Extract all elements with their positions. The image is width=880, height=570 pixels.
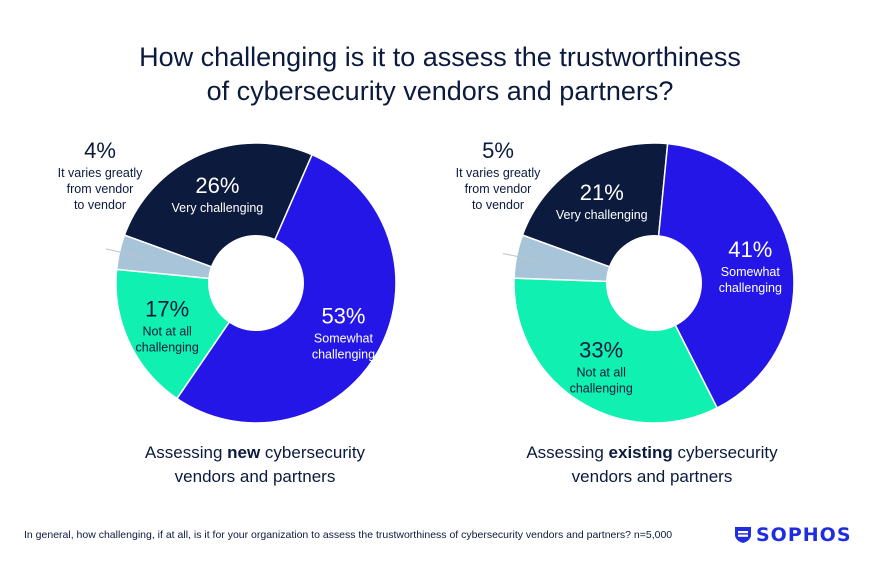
caption-existing-suffix: cybersecurity — [672, 443, 778, 462]
data-label-value-1-3: 5% — [482, 138, 514, 163]
chart-title: How challenging is it to assess the trus… — [0, 40, 880, 108]
sophos-shield-icon — [735, 527, 751, 543]
chart-caption-existing: Assessing existing cybersecurity vendors… — [472, 441, 832, 489]
logo-text: SOPHOS — [756, 524, 852, 546]
data-label-text-0-1-1: challenging — [312, 347, 375, 361]
data-label-text-0-3-1: from vendor — [67, 182, 134, 196]
data-label-value-0-3: 4% — [84, 138, 116, 163]
data-label-text-1-3-0: It varies greatly — [456, 166, 542, 180]
data-label-value-0-2: 17% — [145, 296, 189, 321]
data-label-value-1-2: 33% — [579, 338, 623, 363]
data-label-text-1-3-2: to vendor — [472, 198, 524, 212]
footer-note: In general, how challenging, if at all, … — [24, 529, 673, 541]
data-label-text-1-1-1: challenging — [719, 281, 782, 295]
caption-new-line2: vendors and partners — [174, 467, 336, 486]
data-label-text-1-2-1: challenging — [570, 382, 633, 396]
caption-new-suffix: cybersecurity — [260, 443, 366, 462]
caption-existing-bold: existing — [608, 443, 673, 462]
caption-existing-prefix: Assessing — [526, 443, 609, 462]
caption-existing-line2: vendors and partners — [571, 467, 733, 486]
data-label-value-0-1: 53% — [321, 303, 365, 328]
leader-line-0-3 — [105, 248, 149, 260]
sophos-logo: SOPHOS — [734, 524, 852, 546]
data-label-text-0-2-1: challenging — [136, 340, 199, 354]
donut-slice-1-1 — [653, 142, 795, 409]
data-label-text-1-2-0: Not at all — [577, 366, 626, 380]
data-label-text-0-0-0: Very challenging — [172, 201, 264, 215]
donut-hole-0 — [208, 235, 304, 331]
data-label-text-0-1-0: Somewhat — [314, 331, 374, 345]
data-label-text-1-1-0: Somewhat — [721, 265, 781, 279]
leader-line-1-3 — [502, 253, 547, 263]
data-label-value-0-0: 26% — [195, 173, 239, 198]
chart-title-line1: How challenging is it to assess the trus… — [139, 42, 741, 72]
chart-caption-new: Assessing new cybersecurity vendors and … — [75, 441, 435, 489]
data-label-text-1-0-0: Very challenging — [556, 208, 648, 222]
data-label-text-1-3-1: from vendor — [465, 182, 532, 196]
data-label-text-0-3-0: It varies greatly — [58, 166, 144, 180]
data-label-value-1-0: 21% — [580, 180, 624, 205]
data-label-value-1-1: 41% — [728, 237, 772, 262]
data-label-text-0-3-2: to vendor — [74, 198, 126, 212]
data-label-text-0-2-0: Not at all — [143, 324, 192, 338]
donut-hole-1 — [606, 235, 702, 331]
caption-new-prefix: Assessing — [144, 443, 228, 462]
chart-title-line2: of cybersecurity vendors and partners? — [206, 76, 674, 106]
caption-new-bold: new — [227, 443, 261, 462]
